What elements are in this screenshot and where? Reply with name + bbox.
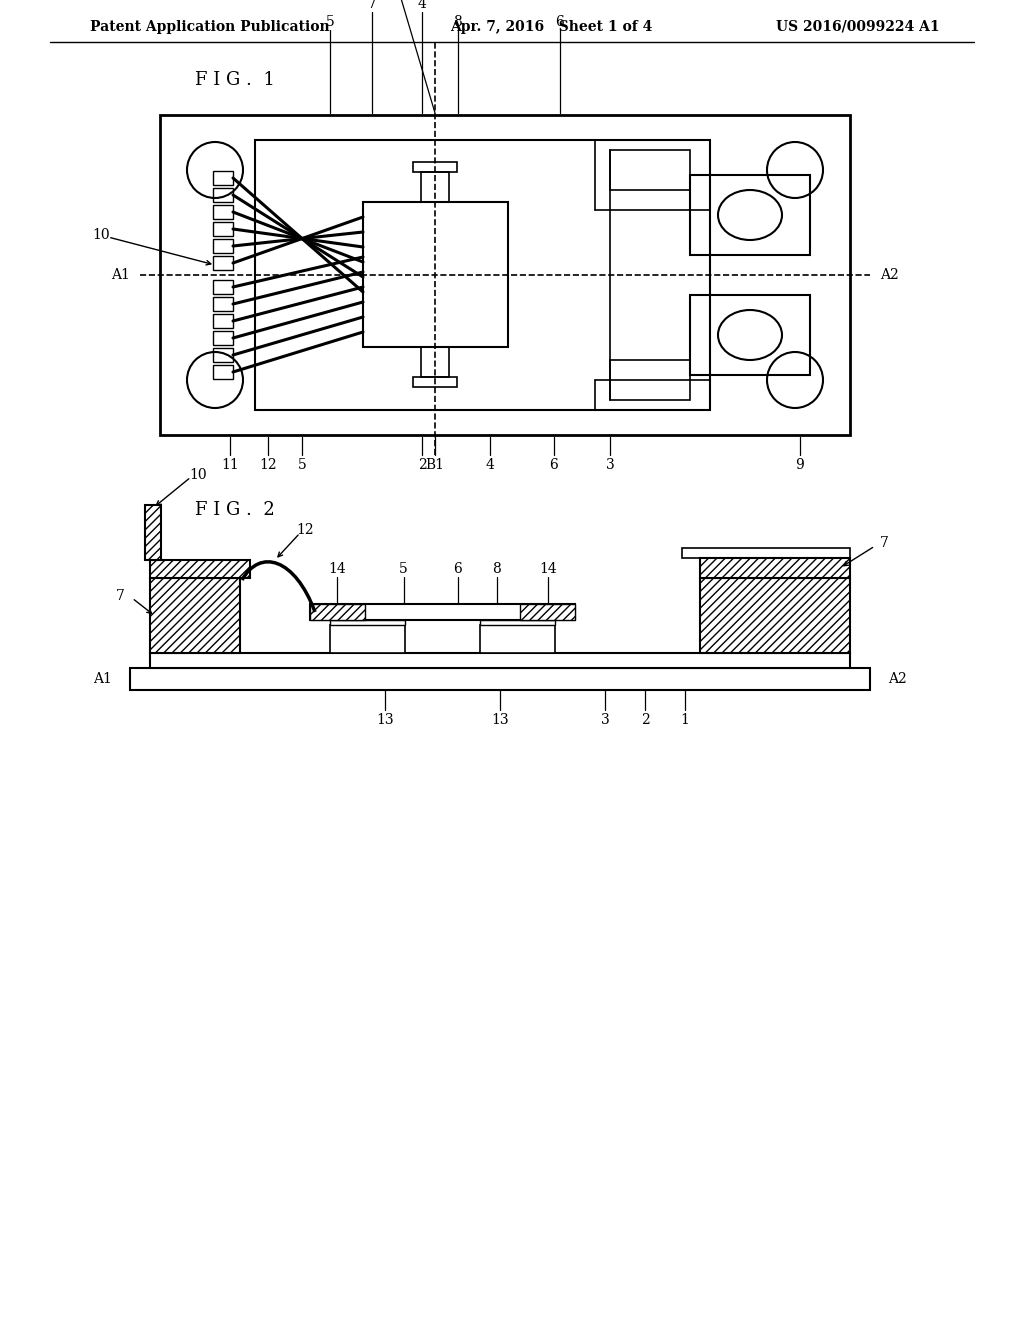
Bar <box>480 620 555 624</box>
Bar <box>150 578 240 653</box>
Text: 6: 6 <box>556 15 564 29</box>
Text: 4: 4 <box>485 458 495 473</box>
Text: F I G .  1: F I G . 1 <box>195 71 274 88</box>
Ellipse shape <box>187 143 243 198</box>
Text: A2: A2 <box>888 672 906 686</box>
Bar <box>213 205 233 219</box>
Bar <box>213 314 233 327</box>
Text: 5: 5 <box>399 562 409 576</box>
Ellipse shape <box>718 190 782 240</box>
Text: 10: 10 <box>189 469 207 482</box>
Text: 6: 6 <box>454 562 463 576</box>
Text: A1: A1 <box>93 672 112 686</box>
Bar <box>213 256 233 271</box>
Text: 7: 7 <box>116 589 125 603</box>
Text: 4: 4 <box>418 0 426 11</box>
Text: 6: 6 <box>550 458 558 473</box>
Text: 3: 3 <box>605 458 614 473</box>
Bar <box>255 140 710 411</box>
Text: 12: 12 <box>259 458 276 473</box>
Bar <box>330 624 406 653</box>
Bar <box>690 176 810 255</box>
Bar <box>213 172 233 185</box>
Text: 2: 2 <box>418 458 426 473</box>
Bar <box>310 605 575 620</box>
Text: 8: 8 <box>493 562 501 576</box>
Ellipse shape <box>718 310 782 360</box>
Text: 5: 5 <box>298 458 306 473</box>
Bar <box>421 347 449 378</box>
Bar <box>213 348 233 362</box>
Bar <box>213 366 233 379</box>
Bar <box>130 668 870 690</box>
Bar <box>700 558 850 578</box>
Bar <box>413 378 457 387</box>
Text: Patent Application Publication: Patent Application Publication <box>90 20 330 34</box>
Text: 13: 13 <box>492 713 509 727</box>
Bar <box>213 187 233 202</box>
Bar <box>610 150 690 190</box>
Text: F I G .  2: F I G . 2 <box>195 502 274 519</box>
Bar <box>150 560 250 578</box>
Text: A1: A1 <box>112 268 130 282</box>
Bar <box>700 578 850 653</box>
Bar <box>690 294 810 375</box>
Bar <box>610 360 690 400</box>
Bar <box>310 605 365 620</box>
Text: 8: 8 <box>454 15 463 29</box>
Bar <box>213 331 233 345</box>
Text: 5: 5 <box>326 15 335 29</box>
Text: US 2016/0099224 A1: US 2016/0099224 A1 <box>776 20 940 34</box>
Bar <box>413 162 457 172</box>
Ellipse shape <box>767 352 823 408</box>
Ellipse shape <box>187 352 243 408</box>
Bar <box>480 624 555 653</box>
Bar <box>213 222 233 236</box>
Text: 3: 3 <box>601 713 609 727</box>
Text: 10: 10 <box>92 228 110 242</box>
Ellipse shape <box>767 143 823 198</box>
Bar <box>682 548 850 558</box>
Bar <box>213 280 233 294</box>
Text: B1: B1 <box>426 458 444 473</box>
Bar <box>330 620 406 624</box>
Text: 9: 9 <box>796 458 805 473</box>
Text: 11: 11 <box>221 458 239 473</box>
Text: 12: 12 <box>296 523 313 537</box>
Text: 13: 13 <box>376 713 394 727</box>
Text: 2: 2 <box>641 713 649 727</box>
Bar <box>213 297 233 312</box>
Bar <box>145 506 161 560</box>
Text: 14: 14 <box>328 562 346 576</box>
Bar <box>520 605 575 620</box>
Text: 1: 1 <box>681 713 689 727</box>
Bar <box>150 653 850 668</box>
Text: A2: A2 <box>880 268 899 282</box>
Bar <box>213 239 233 253</box>
Text: Apr. 7, 2016   Sheet 1 of 4: Apr. 7, 2016 Sheet 1 of 4 <box>450 20 652 34</box>
Text: 7: 7 <box>880 536 889 550</box>
Bar <box>362 202 508 347</box>
Text: 7: 7 <box>368 0 377 11</box>
Bar <box>160 115 850 436</box>
Bar <box>421 172 449 202</box>
Text: 14: 14 <box>539 562 557 576</box>
